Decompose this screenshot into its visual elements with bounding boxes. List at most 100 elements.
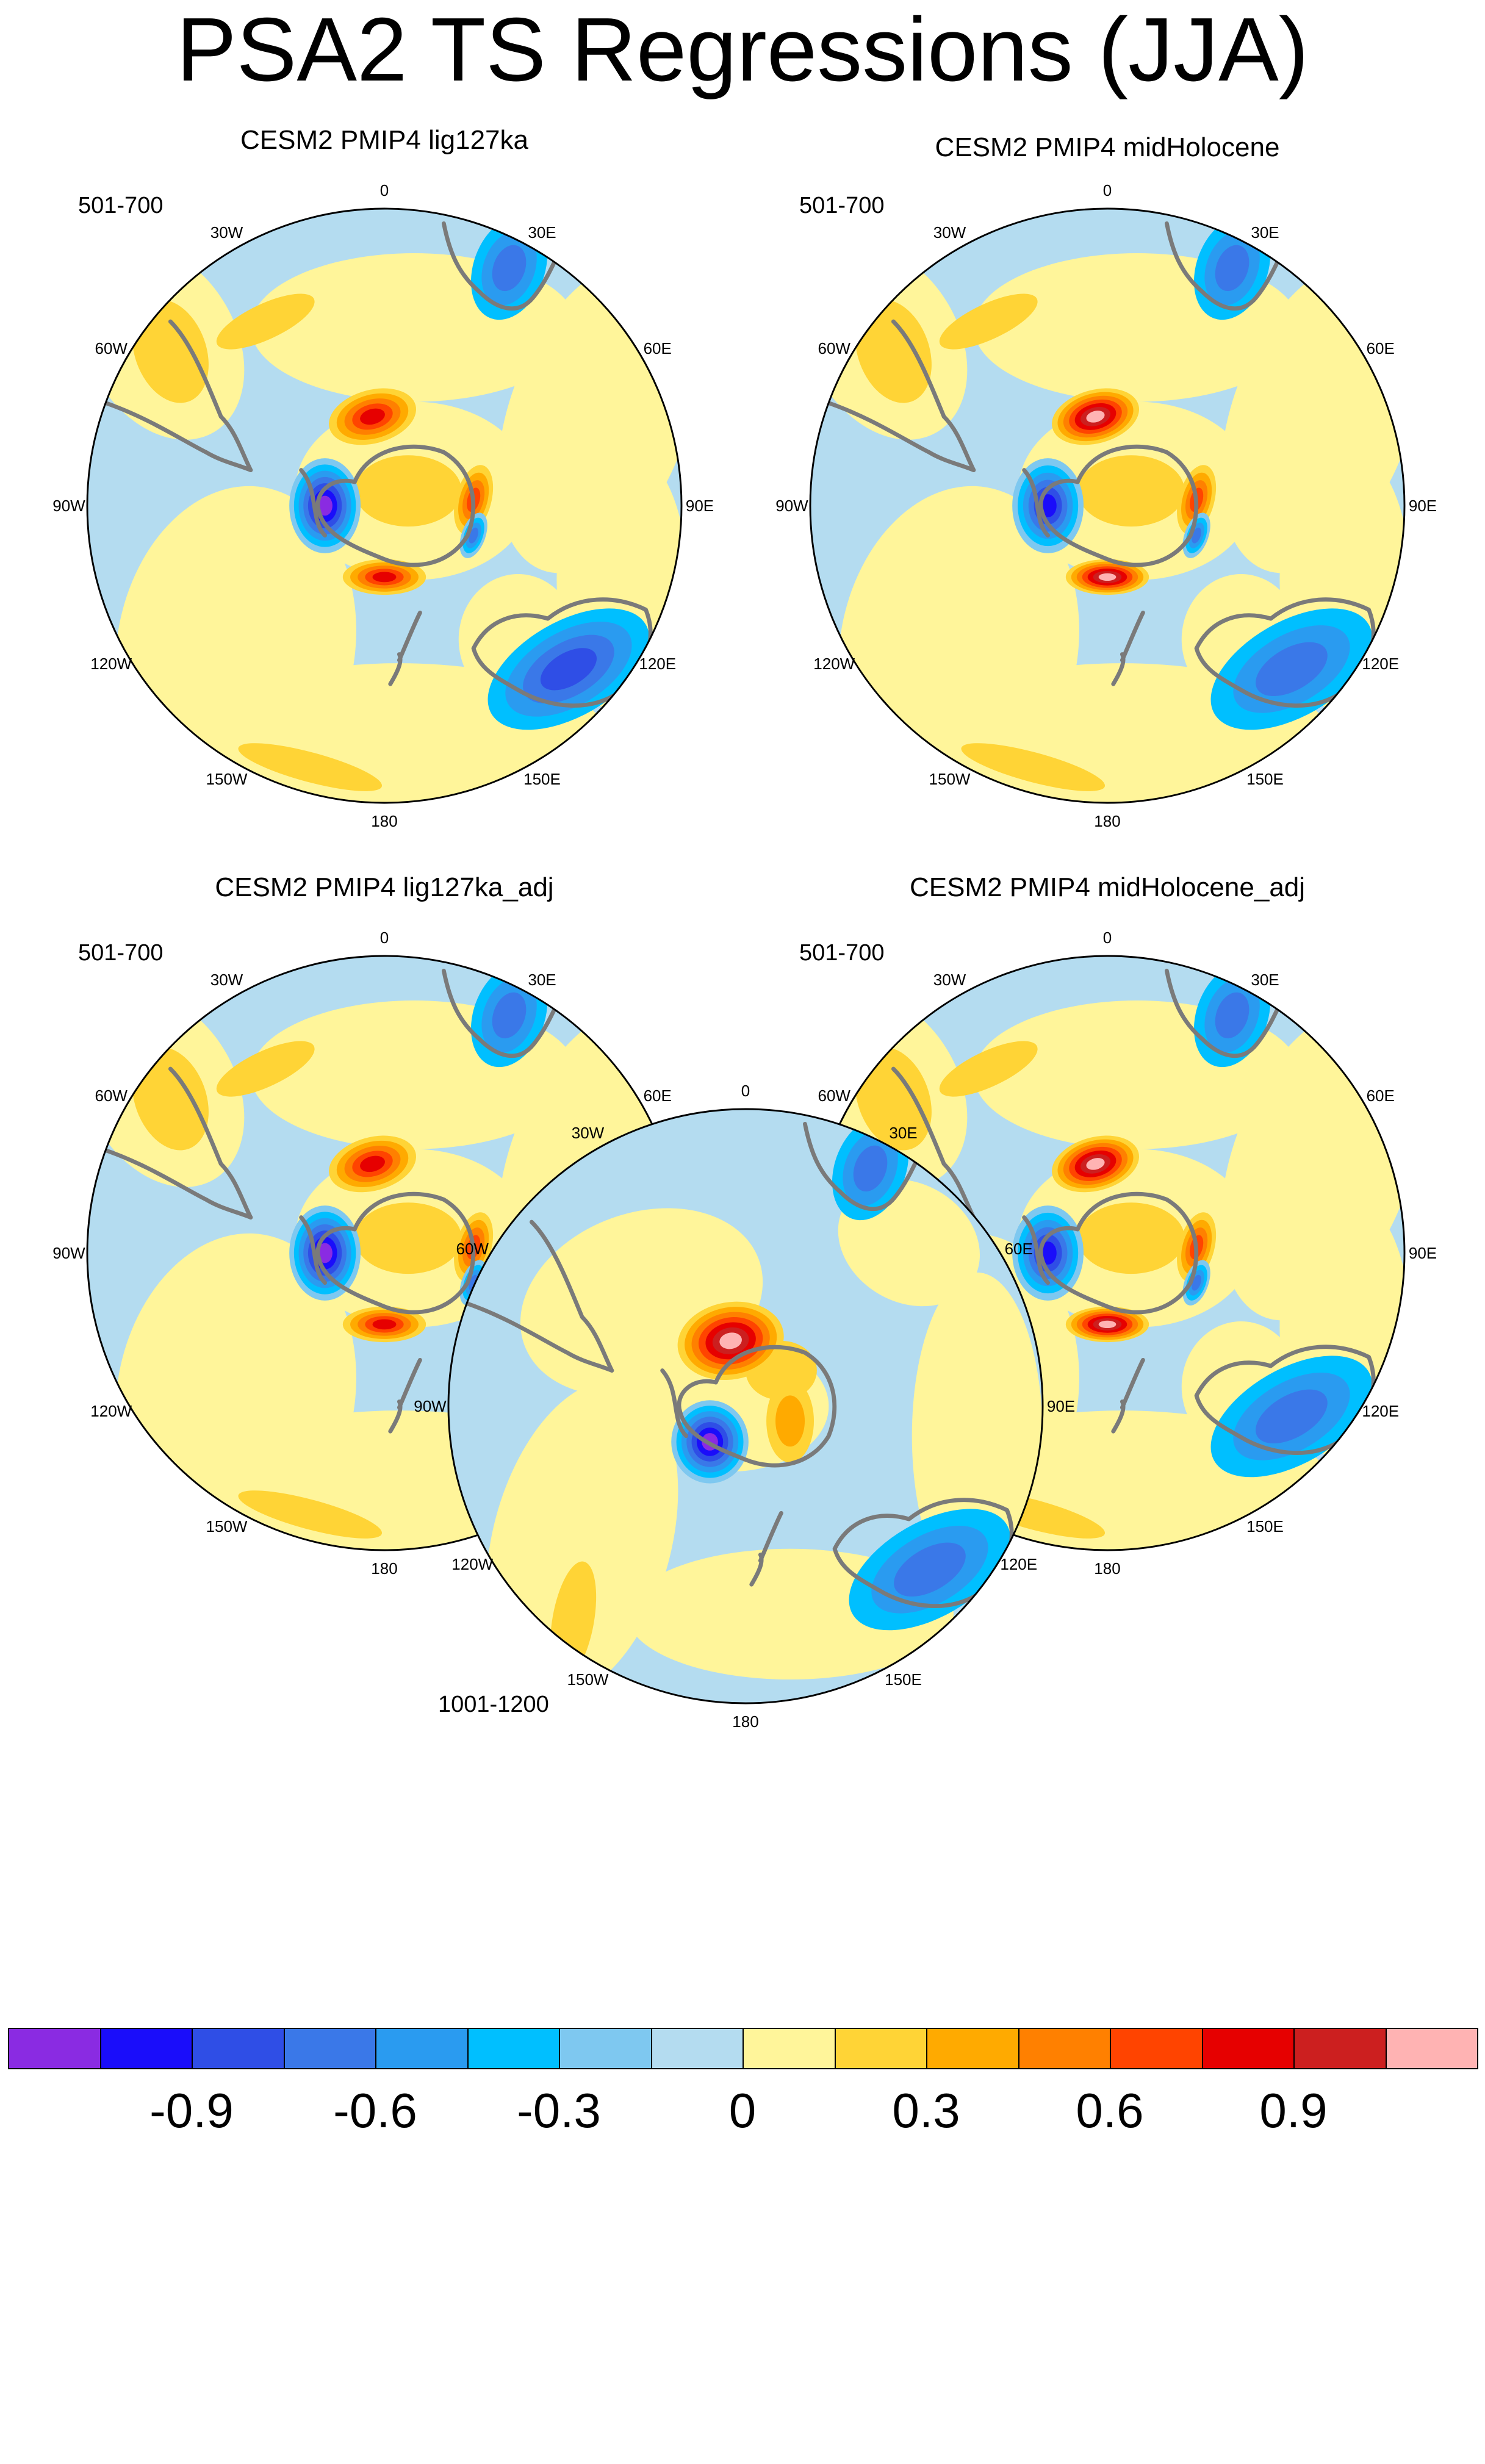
orange-patch-2 — [961, 743, 1106, 791]
africa-cool-level-3 — [492, 992, 527, 1039]
longitude-label: 60E — [1004, 1239, 1033, 1258]
orange-patch-0 — [132, 1046, 209, 1151]
colorbar-strip — [8, 2028, 1478, 2069]
longitude-label: 60W — [456, 1239, 489, 1258]
longitude-label: 150W — [206, 1517, 248, 1536]
colorbar-cell — [192, 2028, 285, 2069]
longitude-label: 180 — [371, 1559, 398, 1578]
longitude-label: 30E — [1251, 971, 1279, 990]
longitude-label: 150W — [929, 769, 971, 788]
colorbar-tick-label: 0.3 — [892, 2083, 960, 2138]
coastline-1 — [461, 1300, 614, 1373]
longitude-label: 30W — [933, 971, 966, 990]
orange-patch-0 — [132, 299, 209, 403]
australia-cool-level-3 — [894, 1542, 966, 1597]
coastline-4 — [299, 468, 328, 538]
coastline-2 — [441, 221, 571, 311]
coastline-1 — [99, 1147, 253, 1219]
longitude-label: 120E — [1000, 1554, 1038, 1573]
psa-warm-north-level-5 — [360, 408, 385, 425]
orange-patch-2 — [238, 743, 383, 791]
australia-cool-level-3 — [1256, 642, 1328, 697]
australia-cool-level-4 — [540, 648, 597, 691]
panel-period: 501-700 — [799, 940, 885, 966]
longitude-label: 0 — [1102, 928, 1112, 947]
colorbar-cell — [559, 2028, 652, 2069]
longitude-label: 180 — [371, 812, 398, 830]
colorbar-tick-label: -0.6 — [333, 2083, 417, 2138]
colorbar-cell — [99, 2028, 193, 2069]
psa-warm-north-level-7 — [719, 1332, 742, 1349]
orange-patch-3 — [354, 455, 462, 527]
polar-map — [809, 207, 1406, 804]
coastline-6 — [388, 610, 422, 686]
longitude-label: 30E — [889, 1124, 918, 1143]
longitude-label: 30W — [933, 223, 966, 242]
longitude-label: 0 — [379, 928, 389, 947]
psa-warm-south-level-7 — [1098, 1320, 1116, 1329]
colorbar-cell — [1385, 2028, 1478, 2069]
colorbar-cell — [1293, 2028, 1387, 2069]
longitude-label: 150W — [206, 769, 248, 788]
orange-patch-1 — [939, 1041, 1038, 1097]
psa-warm-north-level-7 — [1086, 411, 1105, 423]
coastline-6 — [1111, 1357, 1145, 1434]
colorbar-cell — [834, 2028, 927, 2069]
longitude-label: 150E — [885, 1670, 922, 1689]
panel-period: 501-700 — [78, 940, 164, 966]
longitude-label: 90W — [52, 497, 85, 515]
longitude-label: 150E — [1246, 769, 1284, 788]
colorbar-tick-label: 0.6 — [1076, 2083, 1144, 2138]
longitude-label: 90E — [685, 497, 714, 515]
orange-patch-0 — [855, 1046, 932, 1151]
orange-patch-1 — [939, 293, 1038, 350]
psa-warm-south-level-5 — [372, 572, 397, 583]
longitude-label: 90W — [775, 497, 808, 515]
longitude-label: 30E — [1251, 223, 1279, 242]
africa-cool-level-3 — [492, 245, 527, 292]
psa-warm-south-level-7 — [1098, 573, 1116, 581]
polar-map — [447, 1108, 1044, 1704]
psa-cool-west-level-7 — [317, 495, 333, 516]
coastline-3 — [1038, 444, 1199, 567]
colorbar-tick-label: 0.9 — [1259, 2083, 1328, 2138]
map-field — [448, 1109, 1043, 1703]
longitude-label: 120E — [639, 654, 677, 673]
longitude-label: 0 — [741, 1082, 750, 1100]
longitude-label: 60W — [95, 1086, 128, 1105]
map-field — [87, 209, 681, 803]
africa-cool-level-3 — [1215, 992, 1249, 1039]
psa-warm-north-level-5 — [360, 1155, 385, 1173]
longitude-label: 90E — [1046, 1397, 1076, 1415]
longitude-label: 90E — [1408, 1244, 1437, 1262]
africa-cool-level-3 — [1215, 245, 1249, 292]
colorbar-cell — [8, 2028, 101, 2069]
coastline-3 — [315, 444, 476, 567]
longitude-label: 0 — [1102, 181, 1112, 199]
coastline-1 — [99, 400, 253, 472]
polar-map — [86, 207, 683, 804]
coastline-2 — [1164, 968, 1294, 1058]
coastline-6 — [1111, 610, 1145, 686]
colorbar-cell — [375, 2028, 469, 2069]
panel-title: CESM2 PMIP4 midHolocene — [935, 132, 1280, 162]
colorbar-cell — [467, 2028, 560, 2069]
colorbar-cell — [1110, 2028, 1203, 2069]
psa-warm-south-level-5 — [372, 1319, 397, 1330]
longitude-label: 60W — [818, 339, 850, 357]
longitude-label: 180 — [1094, 1559, 1121, 1578]
longitude-label: 30E — [528, 223, 556, 242]
panel-title: CESM2 PMIP4 lig127ka_adj — [215, 872, 554, 902]
main-title: PSA2 TS Regressions (JJA) — [176, 0, 1309, 100]
coastline-4 — [1022, 468, 1051, 538]
colorbar-cell — [1201, 2028, 1295, 2069]
coastline-3 — [677, 1345, 837, 1468]
colorbar-cell — [1018, 2028, 1111, 2069]
coastline-6 — [388, 1357, 422, 1434]
colorbar-cell — [926, 2028, 1019, 2069]
coastline-3 — [315, 1191, 476, 1315]
longitude-label: 0 — [379, 181, 389, 199]
coastline-1 — [822, 400, 976, 472]
panel-title: CESM2 PMIP4 midHolocene_adj — [909, 872, 1306, 902]
psa-cool-west-level-7 — [317, 1243, 333, 1263]
